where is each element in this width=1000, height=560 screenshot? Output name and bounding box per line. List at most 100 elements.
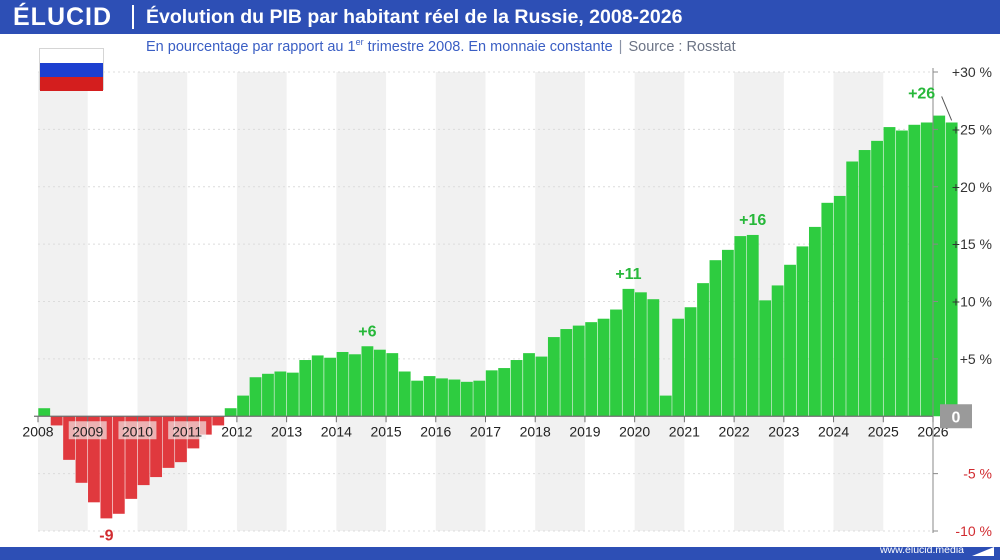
annotation-label: +6 — [358, 323, 376, 340]
bar-positive — [498, 368, 511, 417]
bar-negative — [150, 416, 163, 478]
bar-negative — [125, 416, 138, 499]
x-tick-label: 2023 — [768, 423, 799, 439]
annotation-leader — [941, 96, 953, 121]
x-tick-label: 2018 — [520, 423, 551, 439]
x-tick-label: 2022 — [719, 423, 750, 439]
bar-positive — [262, 373, 274, 417]
zero-label-bg — [940, 404, 972, 429]
bar-negative — [137, 416, 150, 486]
x-tick-label: 2016 — [420, 423, 451, 439]
bar-positive — [821, 202, 834, 417]
x-tick-label: 2025 — [868, 423, 899, 439]
header-bar: ÉLUCID Évolution du PIB par habitant rée… — [0, 0, 1000, 34]
x-tick-label: 2020 — [619, 423, 650, 439]
bar-positive — [386, 353, 399, 417]
subtitle-text-a: En pourcentage par rapport au 1 — [146, 38, 356, 55]
bar-positive — [721, 249, 734, 417]
bar-positive — [436, 378, 448, 417]
y-tick-label: +30 % — [952, 64, 992, 80]
bar-positive — [746, 234, 759, 417]
y-tick-label: +25 % — [952, 121, 992, 137]
x-tick-label: 2010 — [122, 423, 153, 439]
bar-positive — [808, 226, 821, 417]
brand-logo[interactable]: ÉLUCID — [13, 3, 113, 31]
bar-positive — [224, 408, 237, 417]
bar-positive — [945, 122, 958, 417]
bar-positive — [610, 309, 622, 417]
x-tick-label: 2009 — [72, 423, 103, 439]
flag-white-stripe — [40, 49, 103, 63]
x-tick-label-bg — [118, 421, 157, 440]
bar-positive — [585, 322, 598, 417]
footer-url[interactable]: www.elucid.media — [879, 544, 964, 556]
bar-positive — [833, 195, 846, 417]
bar-positive — [784, 264, 796, 417]
subtitle-separator: | — [618, 38, 623, 55]
bar-positive — [920, 122, 933, 417]
logo-divider — [132, 5, 134, 29]
x-tick-label-bg — [68, 421, 107, 440]
flag-blue-stripe — [40, 63, 103, 77]
bar-positive — [485, 370, 498, 417]
bar-negative — [112, 416, 125, 514]
bar-positive — [411, 380, 424, 417]
bar-negative — [50, 416, 63, 426]
bar-positive — [796, 246, 809, 417]
bar-positive — [622, 288, 635, 417]
bar-positive — [286, 372, 299, 417]
x-tick-label: 2014 — [321, 423, 352, 439]
annotation-label: -9 — [99, 527, 113, 544]
bar-positive — [510, 360, 523, 417]
subtitle-source: Source : Rosstat — [628, 38, 736, 55]
y-tick-label: +20 % — [952, 179, 992, 195]
bar-positive — [448, 379, 461, 417]
y-tick-label: +10 % — [952, 294, 992, 310]
bar-positive — [460, 381, 473, 417]
bar-negative — [75, 416, 88, 483]
y-tick-label: -5 % — [963, 466, 992, 482]
bar-positive — [324, 357, 337, 417]
bar-negative — [88, 416, 100, 503]
bar-positive — [311, 355, 324, 417]
bar-positive — [883, 127, 896, 417]
x-tick-label: 2024 — [818, 423, 849, 439]
bar-positive — [535, 356, 548, 417]
bar-positive — [709, 260, 722, 417]
bar-positive — [858, 150, 871, 417]
chart-subtitle: En pourcentage par rapport au 1er trimes… — [146, 37, 736, 55]
flag-red-stripe — [40, 77, 103, 91]
x-tick-label: 2017 — [470, 423, 501, 439]
bar-positive — [373, 349, 386, 417]
elucid-mark-icon — [972, 547, 994, 556]
x-tick-label: 2019 — [569, 423, 600, 439]
bar-positive — [759, 300, 772, 417]
year-band — [535, 72, 585, 531]
y-tick-label-zero: 0 — [952, 409, 961, 426]
bar-positive — [659, 395, 672, 417]
bar-positive — [336, 351, 349, 417]
subtitle-superscript: er — [355, 37, 364, 47]
bar-positive — [684, 307, 697, 417]
bar-positive — [274, 371, 287, 417]
bar-positive — [697, 283, 709, 417]
bar-positive — [597, 318, 610, 417]
bar-positive — [871, 140, 883, 417]
bar-positive — [38, 408, 51, 417]
bar-negative — [100, 416, 113, 519]
x-tick-label: 2008 — [22, 423, 53, 439]
bar-negative — [212, 416, 225, 426]
bar-positive — [560, 329, 573, 417]
x-tick-label-bg — [168, 421, 207, 440]
subtitle-text-b: trimestre 2008. En monnaie constante — [363, 38, 613, 55]
bar-positive — [423, 376, 436, 417]
x-tick-label: 2021 — [669, 423, 700, 439]
y-tick-label: -10 % — [955, 523, 992, 539]
bar-positive — [361, 346, 374, 417]
x-tick-label: 2015 — [370, 423, 401, 439]
bar-positive — [734, 236, 747, 417]
annotation-label: +16 — [739, 212, 766, 229]
bar-positive — [908, 124, 921, 417]
